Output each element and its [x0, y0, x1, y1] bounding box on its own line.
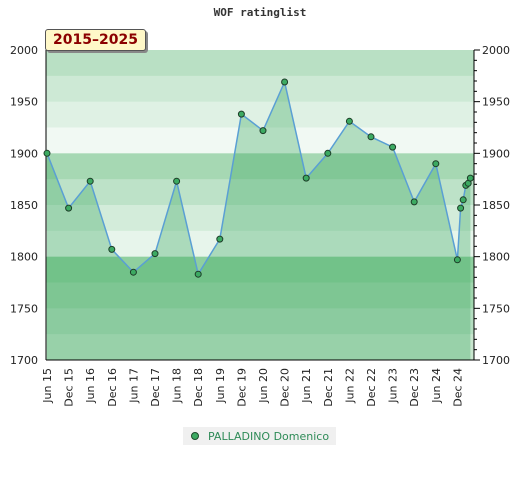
axes: 1700 1700 1750 1750 1800 1800 1850 1850 1900 1900…	[10, 44, 510, 407]
data-point	[453, 256, 461, 264]
x-tick-label: Jun 17	[127, 368, 140, 404]
x-tick-label: Jun 22	[343, 368, 356, 404]
x-tick-label: Jun 15	[41, 368, 54, 404]
x-tick-label: Dec 17	[149, 368, 162, 407]
x-tick-label: Dec 15	[63, 368, 76, 407]
data-point	[302, 174, 310, 182]
y-tick-label-right: 1800	[482, 251, 510, 264]
background-band	[46, 179, 474, 206]
data-point	[129, 268, 137, 276]
y-tick-label-left: 2000	[10, 44, 38, 57]
data-point	[43, 149, 51, 157]
y-tick-label-right: 1850	[482, 199, 510, 212]
background-band	[46, 230, 474, 258]
x-tick-label: Jun 16	[84, 368, 97, 404]
x-tick-label: Dec 22	[365, 368, 378, 407]
data-point	[65, 204, 73, 212]
data-point	[459, 196, 467, 204]
data-point	[389, 143, 397, 151]
background-band	[46, 256, 474, 283]
data-point	[86, 177, 94, 185]
legend-label: PALLADINO Domenico	[208, 429, 330, 443]
markers	[43, 78, 474, 278]
data-point	[432, 160, 440, 168]
data-point	[345, 117, 353, 125]
x-tick-label: Jun 19	[214, 368, 227, 404]
background-band	[46, 101, 474, 128]
x-tick-label: Dec 18	[192, 368, 205, 407]
x-tick-label: Jun 24	[430, 368, 443, 404]
background-band	[46, 308, 474, 335]
data-point	[237, 110, 245, 118]
background-band	[46, 334, 474, 361]
y-tick-label-left: 1750	[10, 302, 38, 315]
y-tick-label-right: 1750	[482, 302, 510, 315]
y-tick-label-left: 1850	[10, 199, 38, 212]
data-point	[194, 270, 202, 278]
background-band	[46, 205, 474, 232]
background-band	[46, 75, 474, 103]
data-point	[259, 127, 267, 135]
background-bands	[46, 50, 474, 361]
data-point	[173, 177, 181, 185]
x-tick-label: Jun 23	[387, 368, 400, 404]
background-band	[46, 50, 474, 77]
data-point	[281, 78, 289, 86]
y-tick-label-left: 1700	[10, 354, 38, 367]
y-tick-label-left: 1950	[10, 96, 38, 109]
chart-title: WOF ratinglist	[213, 6, 307, 19]
data-point	[457, 204, 465, 212]
series-area	[47, 82, 471, 360]
x-tick-label: Dec 16	[106, 368, 119, 407]
legend[interactable]: PALLADINO Domenico	[183, 427, 337, 445]
x-tick-label: Dec 21	[322, 368, 335, 407]
y-tick-label-right: 1950	[482, 96, 510, 109]
x-tick-label: Dec 24	[451, 368, 464, 407]
y-tick-label-right: 1900	[482, 147, 510, 160]
data-point	[108, 245, 116, 253]
y-tick-label-left: 1900	[10, 147, 38, 160]
x-tick-label: Jun 20	[257, 368, 270, 404]
x-tick-label: Dec 19	[235, 368, 248, 407]
x-tick-label: Jun 18	[171, 368, 184, 404]
x-tick-label: Dec 20	[279, 368, 292, 407]
data-point	[216, 235, 224, 243]
background-band	[46, 282, 474, 309]
data-point	[367, 133, 375, 141]
background-band	[46, 153, 474, 180]
legend-marker-icon	[191, 432, 199, 440]
data-point	[151, 250, 159, 258]
data-point	[410, 198, 418, 206]
y-tick-label-right: 1700	[482, 354, 510, 367]
data-point	[324, 149, 332, 157]
x-tick-label: Jun 21	[300, 368, 313, 404]
y-tick-label-right: 2000	[482, 44, 510, 57]
data-point	[466, 174, 474, 182]
period-badge: 2015–2025	[45, 29, 146, 51]
x-tick-label: Dec 23	[408, 368, 421, 407]
y-tick-label-left: 1800	[10, 251, 38, 264]
